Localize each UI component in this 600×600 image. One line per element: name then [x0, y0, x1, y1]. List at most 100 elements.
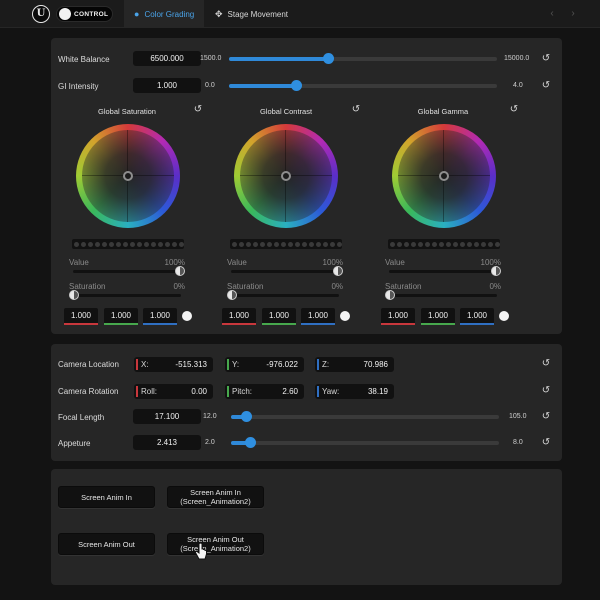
reset-icon[interactable]: ↺ — [193, 104, 203, 115]
palette-icon: ● — [134, 9, 140, 19]
gamma-color-wheel[interactable] — [392, 124, 496, 228]
axis-value: 70.986 — [363, 360, 388, 369]
screen-anim-in-button[interactable]: Screen Anim In — [58, 486, 155, 508]
slider-knob[interactable] — [240, 411, 252, 422]
white-balance-slider[interactable] — [229, 53, 497, 64]
white-balance-input[interactable]: 6500.000 — [133, 51, 201, 66]
slider-knob[interactable] — [244, 437, 256, 448]
wheel-title: Global Contrast — [259, 107, 313, 116]
rotation-roll-input[interactable]: Roll: 0.00 — [134, 384, 213, 399]
luminance-strip — [230, 239, 342, 249]
red-channel-input[interactable]: 1.000 — [222, 308, 256, 325]
screen-anim-in-2-button[interactable]: Screen Anim In (Screen_Animation2) — [167, 486, 264, 508]
axis-label: Yaw: — [322, 387, 340, 396]
red-channel-input[interactable]: 1.000 — [64, 308, 98, 325]
value-knob[interactable] — [175, 266, 185, 276]
rotation-yaw-input[interactable]: Yaw: 38.19 — [315, 384, 394, 399]
location-y-input[interactable]: Y: -976.022 — [225, 357, 304, 372]
value-percent: 100% — [164, 258, 185, 267]
focal-length-slider[interactable] — [231, 411, 499, 422]
saturation-label: Saturation — [227, 282, 264, 291]
screen-anim-out-2-button[interactable]: Screen Anim Out (Screen_Animation2) — [167, 533, 264, 555]
green-channel-input[interactable]: 1.000 — [262, 308, 296, 325]
camera-location-label: Camera Location — [58, 360, 119, 369]
gi-intensity-input[interactable]: 1.000 — [133, 78, 201, 93]
slider-knob[interactable] — [323, 53, 335, 64]
slider-fill — [229, 84, 296, 88]
rotation-pitch-input[interactable]: Pitch: 2.60 — [225, 384, 304, 399]
wheel-handle[interactable] — [281, 171, 291, 181]
red-value: 1.000 — [387, 311, 409, 320]
white-point-dot[interactable] — [340, 311, 350, 321]
aperture-input[interactable]: 2.413 — [133, 435, 201, 450]
focal-length-min: 12.0 — [203, 413, 217, 420]
reset-icon[interactable]: ↺ — [541, 437, 551, 448]
blue-channel-input[interactable]: 1.000 — [143, 308, 177, 325]
tab-label: Color Grading — [144, 10, 195, 19]
white-point-dot[interactable] — [182, 311, 192, 321]
green-channel-input[interactable]: 1.000 — [421, 308, 455, 325]
unreal-logo-icon: U — [32, 5, 50, 23]
slider-fill — [231, 415, 246, 419]
screen-anim-out-button[interactable]: Screen Anim Out — [58, 533, 155, 555]
reset-icon[interactable]: ↺ — [541, 80, 551, 91]
pitch-axis-bar — [227, 386, 229, 397]
gi-intensity-slider[interactable] — [229, 80, 497, 91]
saturation-knob[interactable] — [227, 290, 237, 300]
reset-icon[interactable]: ↺ — [541, 358, 551, 369]
value-slider[interactable] — [73, 270, 181, 273]
blue-channel-input[interactable]: 1.000 — [460, 308, 494, 325]
axis-label: X: — [141, 360, 149, 369]
saturation-label: Saturation — [69, 282, 106, 291]
z-axis-bar — [317, 359, 319, 370]
aperture-slider[interactable] — [231, 437, 499, 448]
reset-icon[interactable]: ↺ — [351, 104, 361, 115]
gi-intensity-label: GI Intensity — [58, 82, 99, 91]
white-point-dot[interactable] — [499, 311, 509, 321]
white-balance-max: 15000.0 — [504, 55, 530, 62]
saturation-knob[interactable] — [69, 290, 79, 300]
value-knob[interactable] — [333, 266, 343, 276]
value-slider[interactable] — [389, 270, 497, 273]
control-toggle[interactable]: CONTROL — [56, 6, 113, 22]
blue-value: 1.000 — [466, 311, 488, 320]
reset-icon[interactable]: ↺ — [541, 53, 551, 64]
axis-value: 0.00 — [191, 387, 207, 396]
reset-icon[interactable]: ↺ — [509, 104, 519, 115]
tab-stage-movement[interactable]: ✥ Stage Movement — [205, 0, 298, 28]
saturation-slider[interactable] — [389, 294, 497, 297]
reset-icon[interactable]: ↺ — [541, 385, 551, 396]
red-channel-input[interactable]: 1.000 — [381, 308, 415, 325]
saturation-color-wheel[interactable] — [76, 124, 180, 228]
chevron-right-icon[interactable]: › — [571, 8, 575, 19]
axis-label: Z: — [322, 360, 330, 369]
white-balance-min: 1500.0 — [200, 55, 222, 62]
reset-icon[interactable]: ↺ — [541, 411, 551, 422]
blue-channel-input[interactable]: 1.000 — [301, 308, 335, 325]
saturation-knob[interactable] — [385, 290, 395, 300]
slider-knob[interactable] — [291, 80, 302, 91]
tab-color-grading[interactable]: ● Color Grading — [124, 0, 205, 28]
app-name: CONTROL — [74, 11, 109, 18]
saturation-slider[interactable] — [73, 294, 181, 297]
chevron-left-icon[interactable]: ‹ — [550, 8, 554, 19]
wheel-title: Global Saturation — [98, 107, 156, 116]
button-label: Screen Anim Out — [78, 540, 135, 549]
location-x-input[interactable]: X: -515.313 — [134, 357, 213, 372]
wheel-handle[interactable] — [123, 171, 133, 181]
green-channel-input[interactable]: 1.000 — [104, 308, 138, 325]
red-value: 1.000 — [228, 311, 250, 320]
saturation-label: Saturation — [385, 282, 422, 291]
wheel-handle[interactable] — [439, 171, 449, 181]
axis-value: -515.313 — [175, 360, 207, 369]
axis-label: Roll: — [141, 387, 158, 396]
button-label: Screen Anim Out — [187, 535, 244, 544]
value-knob[interactable] — [491, 266, 501, 276]
focal-length-input[interactable]: 17.100 — [133, 409, 201, 424]
value-slider[interactable] — [231, 270, 339, 273]
slider-fill — [229, 57, 329, 61]
contrast-color-wheel[interactable] — [234, 124, 338, 228]
saturation-slider[interactable] — [231, 294, 339, 297]
red-bar — [381, 323, 415, 325]
location-z-input[interactable]: Z: 70.986 — [315, 357, 394, 372]
